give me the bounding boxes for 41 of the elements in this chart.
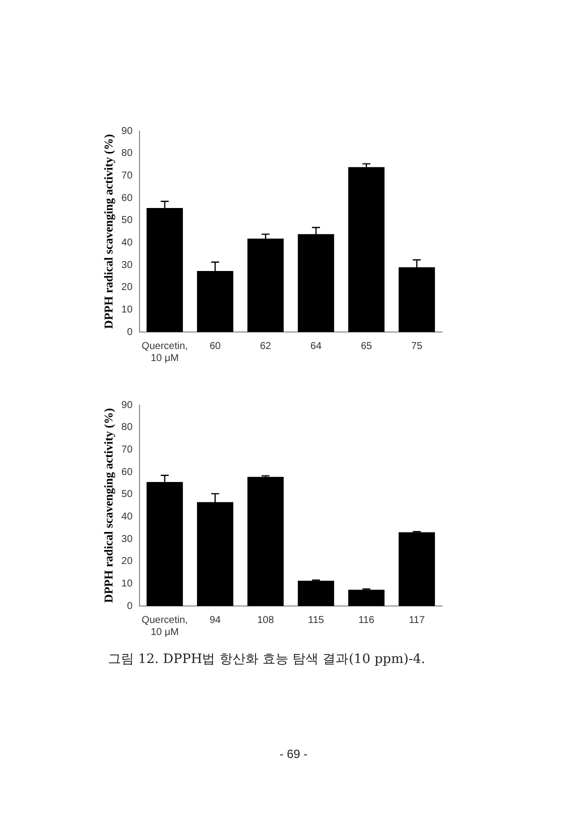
y-tick-label: 90 [121,400,133,411]
bar [247,476,284,606]
y-tick-label: 0 [126,326,133,338]
x-tick-label: 65 [360,340,372,352]
y-tick-label: 0 [126,600,133,612]
y-axis-title: DPPH radical scavenging activity (%) [101,134,116,329]
x-tick-label: 115 [308,614,324,626]
x-tick-label: Quercetin, 10 μM [142,614,188,638]
bar [348,167,385,332]
bar [398,532,435,606]
y-tick-label: 10 [121,304,133,316]
x-tick-label: 64 [310,340,322,352]
y-tick-label: 10 [121,578,133,590]
y-tick-label: 50 [121,489,133,500]
y-tick-label: 80 [121,422,133,434]
y-tick-label: 60 [121,192,133,204]
x-tick-label: 62 [260,340,272,352]
text: - 69 - [278,747,308,761]
y-tick-label: 20 [121,282,133,294]
caption: 그림 12. DPPH법 항산화 효능 탐색 결과(10 ppm)-4. [108,651,426,668]
x-tick-label: Quercetin, 10 μM [142,340,188,364]
bar [298,580,334,606]
y-tick-label: 60 [121,466,133,478]
y-tick-label: 50 [121,215,133,226]
y-tick-label: 40 [121,237,133,248]
bar [348,590,385,606]
y-tick-label: 90 [121,126,133,137]
y-tick-label: 40 [121,511,133,522]
y-tick-label: 30 [121,260,133,271]
x-tick-label: 60 [210,340,222,352]
x-tick-label: 117 [408,614,426,626]
y-tick-label: 20 [121,556,133,568]
y-axis-title: DPPH radical scavenging activity (%) [101,408,116,603]
y-tick-label: 30 [121,534,133,545]
x-tick-label: 94 [210,614,222,626]
y-tick-label: 70 [121,170,133,182]
x-tick-label: 108 [257,614,274,626]
y-tick-label: 70 [121,444,133,456]
x-tick-label: 116 [358,614,375,626]
y-tick-label: 80 [121,148,133,160]
x-tick-label: 75 [411,340,423,352]
